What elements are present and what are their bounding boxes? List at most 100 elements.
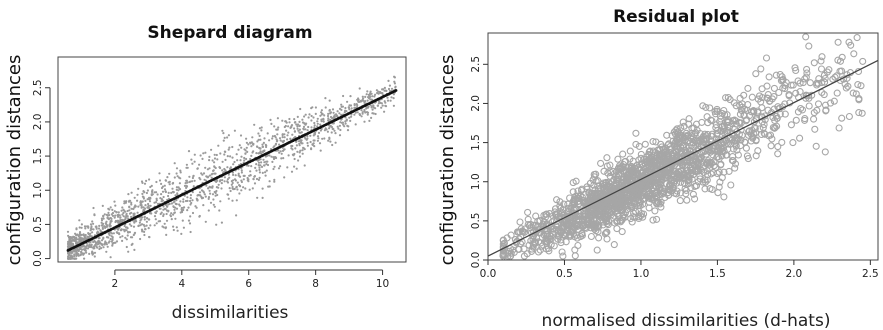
- chart-title: Residual plot: [613, 7, 739, 27]
- data-point: [153, 191, 156, 194]
- data-point: [119, 229, 122, 232]
- data-point: [679, 133, 687, 141]
- data-point: [578, 185, 586, 193]
- data-point: [316, 122, 319, 125]
- data-point: [189, 199, 192, 203]
- data-point: [571, 252, 579, 260]
- data-point: [356, 104, 359, 107]
- data-point: [600, 199, 608, 207]
- data-point: [369, 95, 372, 98]
- data-point: [609, 201, 617, 209]
- data-point: [223, 136, 226, 139]
- data-point: [724, 145, 732, 153]
- data-point: [213, 153, 216, 156]
- data-point: [184, 189, 187, 193]
- y-tick-label: 0.5: [470, 213, 482, 230]
- data-point: [542, 210, 550, 219]
- data-point: [118, 221, 121, 224]
- data-point: [651, 207, 659, 215]
- data-point: [297, 129, 300, 132]
- data-point: [801, 75, 809, 83]
- data-point: [810, 59, 818, 67]
- data-point: [684, 180, 692, 188]
- data-point: [244, 187, 247, 190]
- data-point: [145, 179, 148, 182]
- data-point: [105, 250, 108, 253]
- data-point: [310, 126, 313, 129]
- data-point: [146, 198, 149, 201]
- data-point: [106, 216, 109, 220]
- data-point: [98, 224, 101, 227]
- data-point: [209, 192, 212, 195]
- data-point: [130, 207, 133, 210]
- data-point: [664, 141, 672, 149]
- data-point: [260, 126, 263, 129]
- data-point: [237, 174, 240, 177]
- data-point: [113, 200, 116, 203]
- data-point: [172, 181, 175, 185]
- data-point: [379, 101, 382, 104]
- data-point: [825, 66, 833, 74]
- data-point: [283, 125, 286, 129]
- data-point: [203, 193, 206, 196]
- data-point: [630, 189, 638, 197]
- data-point: [127, 200, 131, 203]
- data-point: [845, 112, 853, 121]
- data-point: [240, 146, 243, 149]
- data-point: [140, 223, 144, 226]
- data-point: [371, 95, 374, 98]
- data-point: [559, 252, 567, 260]
- data-point: [637, 210, 646, 218]
- data-point: [342, 94, 345, 98]
- data-point: [115, 240, 119, 243]
- data-point: [581, 220, 589, 229]
- data-point: [278, 137, 282, 140]
- data-point: [671, 139, 679, 148]
- data-point: [384, 105, 388, 108]
- data-point: [311, 106, 314, 109]
- data-point: [573, 213, 581, 221]
- data-point: [223, 153, 226, 156]
- data-point: [387, 79, 390, 82]
- data-point: [606, 161, 614, 169]
- data-point: [536, 246, 544, 254]
- data-point: [80, 250, 83, 253]
- data-point: [386, 96, 389, 99]
- data-point: [108, 224, 111, 227]
- data-point: [154, 218, 157, 221]
- data-point: [233, 160, 236, 164]
- y-tick-label: 0.0: [470, 252, 482, 269]
- data-point: [188, 175, 191, 178]
- data-point: [275, 138, 278, 141]
- data-point: [312, 134, 315, 137]
- data-point: [242, 174, 245, 177]
- data-point: [561, 223, 569, 231]
- data-point: [199, 154, 202, 157]
- data-point: [257, 161, 261, 164]
- data-point: [178, 176, 181, 179]
- data-point: [371, 108, 374, 111]
- data-point: [507, 249, 515, 257]
- data-point: [736, 119, 744, 127]
- data-point: [130, 201, 133, 204]
- data-point: [193, 179, 196, 182]
- data-point: [370, 116, 373, 119]
- data-point: [366, 99, 369, 102]
- data-point: [123, 230, 126, 233]
- data-point: [674, 139, 683, 147]
- data-point: [276, 117, 279, 120]
- data-point: [114, 214, 117, 217]
- data-point: [132, 214, 135, 218]
- data-point: [687, 141, 696, 149]
- data-point: [100, 217, 103, 220]
- data-point: [369, 92, 372, 96]
- data-point: [273, 178, 276, 181]
- data-point: [621, 200, 629, 208]
- data-point: [610, 170, 618, 178]
- data-point: [166, 176, 169, 179]
- data-point: [392, 104, 395, 107]
- data-point: [204, 195, 207, 198]
- data-point: [92, 222, 95, 225]
- data-point: [301, 152, 304, 155]
- data-point: [390, 96, 393, 99]
